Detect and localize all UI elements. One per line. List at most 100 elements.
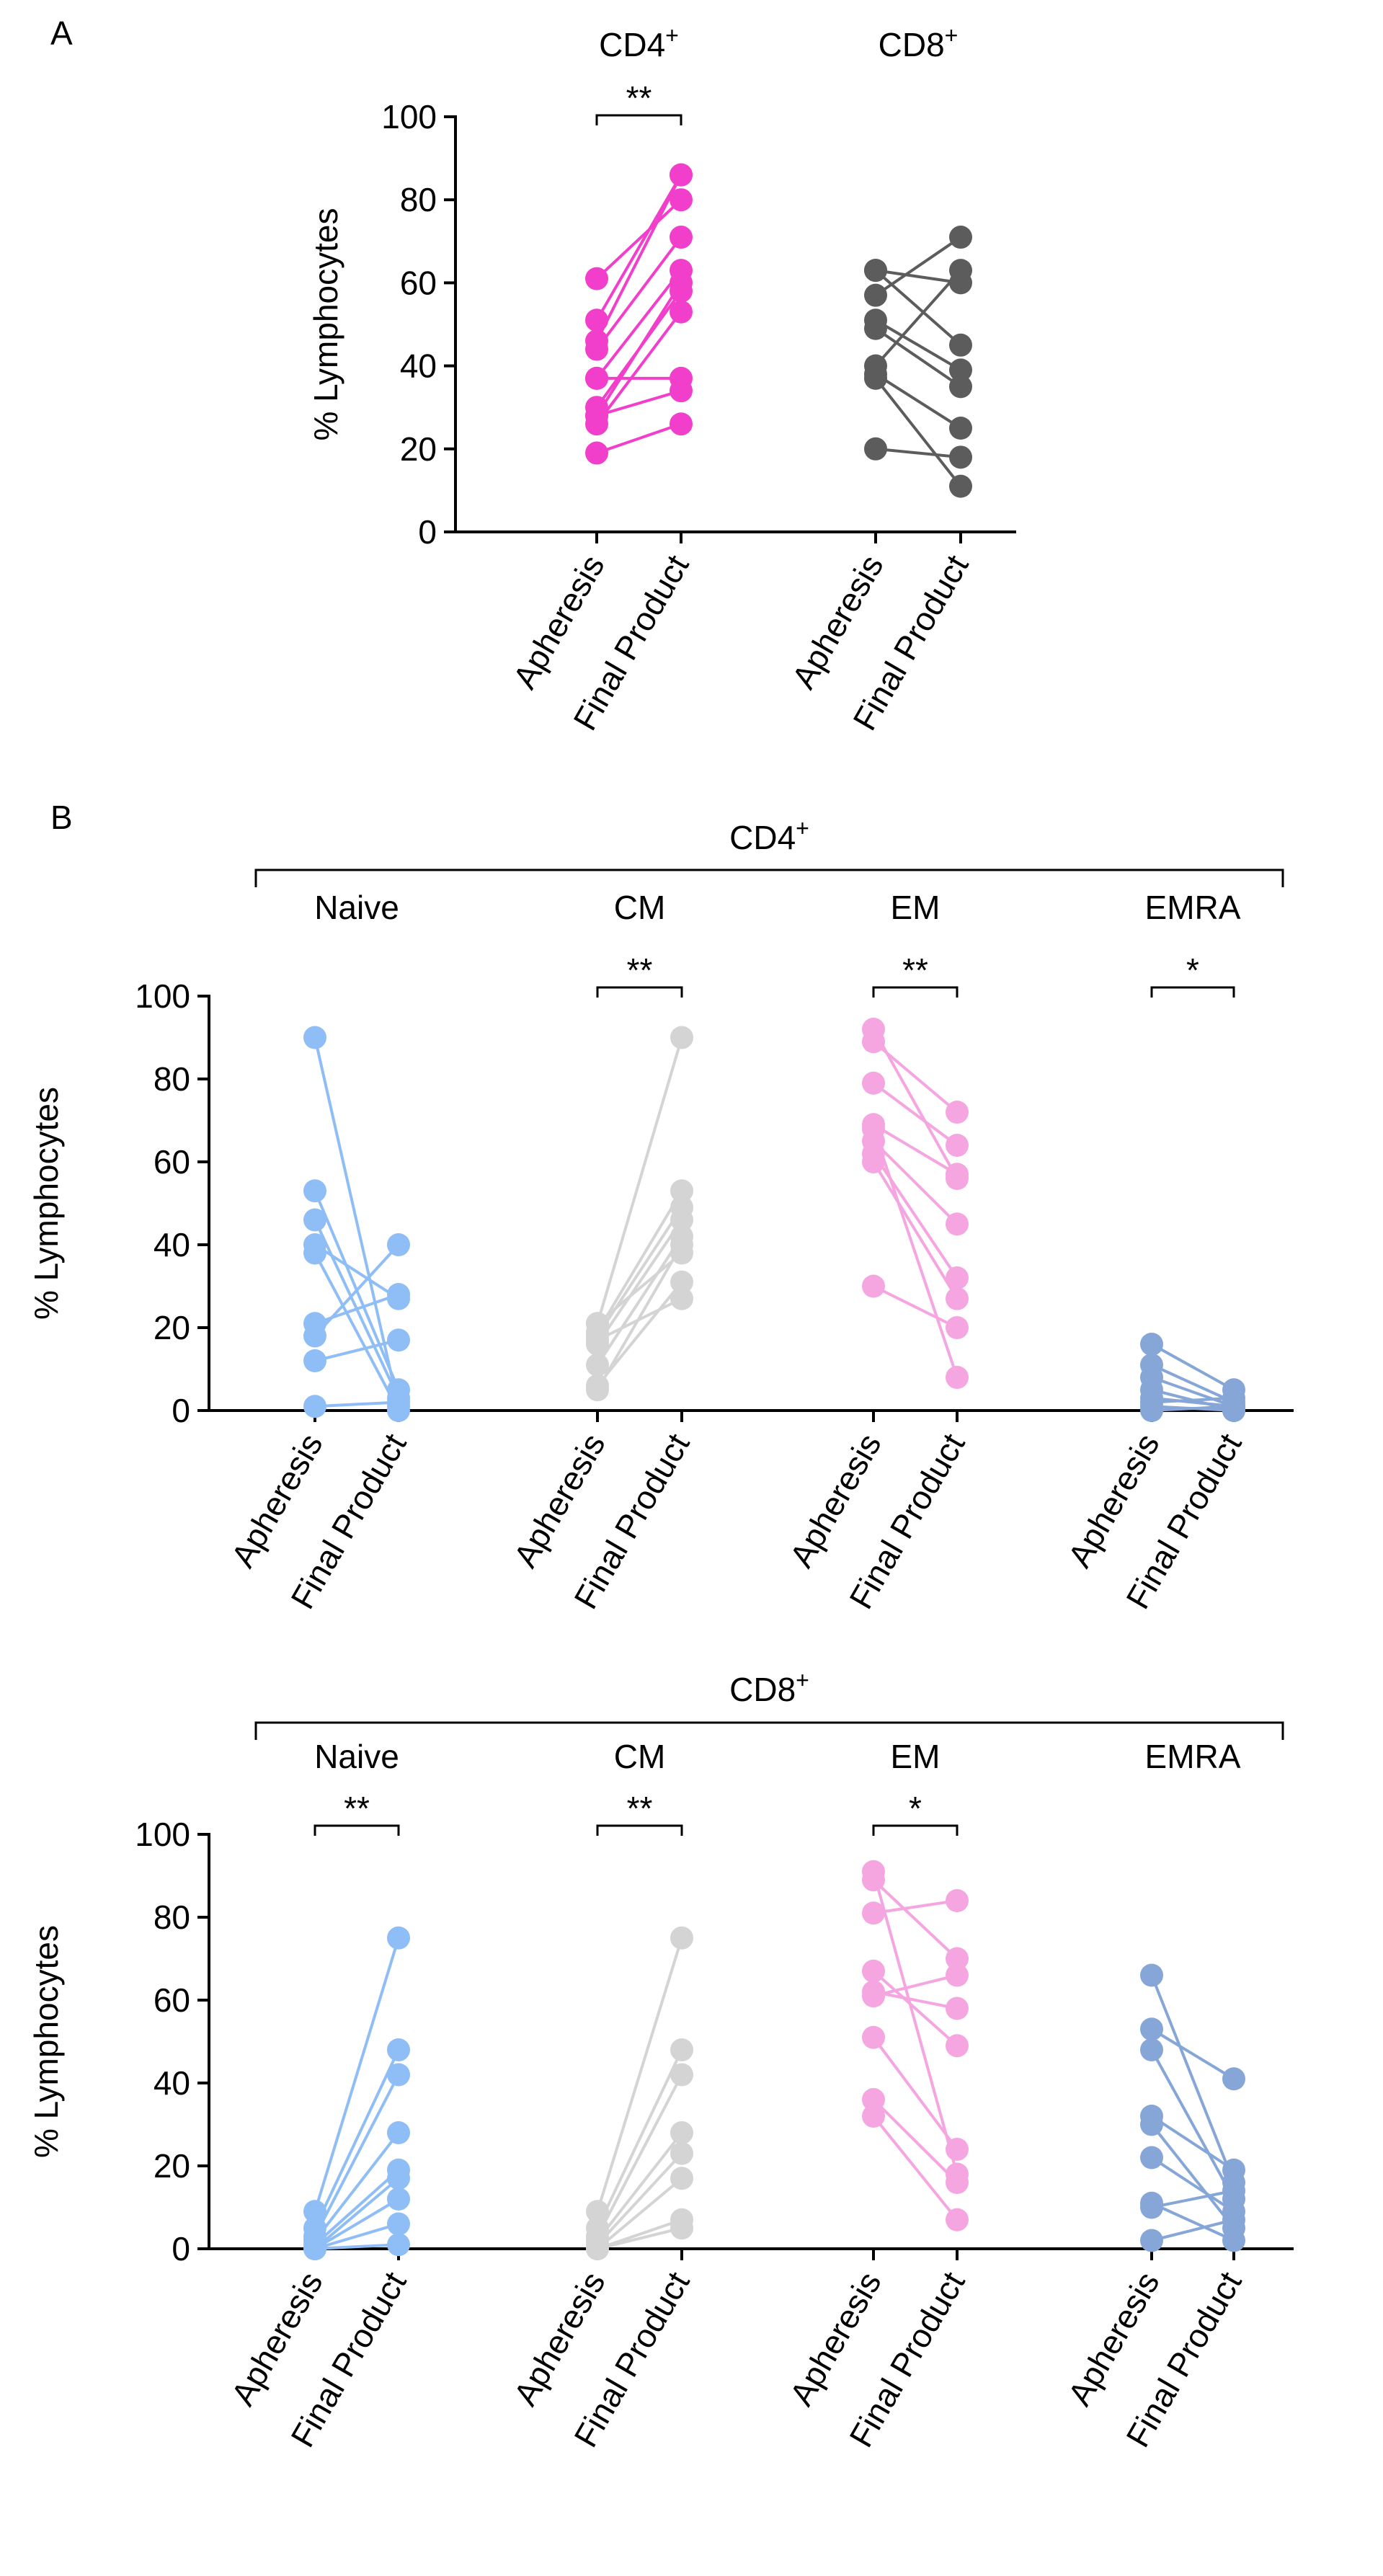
panel-a-group-0-point-apheresis-10	[585, 441, 608, 465]
panel-b-cd8-subset-1-point-apheresis-0	[586, 2200, 609, 2224]
panel-a-group-1-line-0	[875, 269, 961, 285]
panel-b-cd4-subset-1-point-final-7	[670, 1287, 693, 1310]
panel-b-cd4-subset-1-point-apheresis-6	[586, 1312, 609, 1336]
panel-a-ytick-label-0: 0	[418, 513, 437, 551]
panel-b-cd4-subset-2-sig-label: **	[902, 951, 928, 989]
panel-b-cd8-subset-2-point-apheresis-5	[862, 1984, 885, 2008]
panel-b-cd4-subset-1-point-final-3	[670, 1208, 693, 1232]
panel-a-group-0-sig-bracket	[595, 114, 682, 125]
panel-b-cd4-subset-1-point-final-5	[670, 1270, 693, 1294]
panel-a-group-0-line-0	[595, 198, 682, 280]
panel-a-group-1-line-1	[874, 269, 962, 347]
panel-a-group-0-point-apheresis-9	[585, 412, 608, 436]
panel-b-cd8-ytick-label-80: 80	[154, 1898, 190, 1936]
panel-a-group-1-point-apheresis-4	[864, 316, 887, 340]
panel-b-cd4-subset-0-line-5	[314, 1293, 399, 1325]
panel-b-cd8-subset-2-line-5	[873, 1973, 958, 1998]
panel-b-cd8-subset-1-point-final-4	[670, 2141, 693, 2165]
panel-b-cd4-subset-1-line-4	[596, 1235, 683, 1366]
panel-b-cd4-subset-3-line-5	[1151, 1396, 1235, 1404]
panel-b-cd4-subset-0-line-7	[314, 1338, 399, 1362]
panel-b-cd4-subset-1-point-apheresis-7	[586, 1328, 609, 1352]
panel-b-cd8-subset-1-point-final-0	[670, 1926, 693, 1950]
panel-b-cd4-subset-3-point-final-7	[1222, 1395, 1245, 1418]
panel-b-cd4-subset-2-point-final-6	[946, 1287, 969, 1310]
panel-b-cd8-subset-1-line-7	[597, 2226, 682, 2250]
panel-b-cd4-subset-2-point-final-2	[946, 1134, 969, 1157]
panel-b-cd4-subset-3-sig-label: *	[1186, 951, 1199, 989]
panel-b-cd8-subset-0-point-final-3	[387, 2121, 410, 2144]
panel-b-cd8-subset-0-line-5	[313, 2177, 400, 2250]
panel-b-cd8-ytick-label-0: 0	[172, 2230, 190, 2268]
panel-b-cd8-subset-3-point-apheresis-5	[1140, 2146, 1163, 2169]
panel-b-cd4-ytick-label-100: 100	[135, 977, 190, 1015]
panel-b-cd8-subset-0-line-2	[313, 2074, 400, 2237]
panel-b-cd8-subset-0-point-final-2	[387, 2063, 410, 2087]
panel-a-group-1-point-apheresis-2	[864, 283, 887, 307]
panel-a-ytick-label-60: 60	[400, 264, 437, 301]
panel-b-cd8-subset-1-line-0	[596, 1937, 683, 2212]
panel-b-cd4-subset-2-line-5	[872, 1152, 959, 1279]
panel-b-cd8-subset-title-1: CM	[614, 1738, 666, 1775]
panel-a-group-0-line-3	[595, 236, 682, 350]
panel-b-cd8-subset-3-line-4	[1150, 2123, 1235, 2229]
panel-b-cd4-subset-2-point-final-1	[946, 1101, 969, 1124]
panel-a-group-title-0-sup: +	[665, 22, 679, 48]
panel-b-cd8-subset-2-sig-bracket	[872, 1824, 959, 1836]
panel-b-cd4-subset-0-line-6	[313, 1243, 400, 1337]
panel-b-cd4-subset-0-line-3	[313, 1243, 400, 1300]
panel-b-cd4-subset-0-point-apheresis-8	[303, 1395, 326, 1418]
panel-a-group-1-point-final-6	[949, 417, 972, 440]
panel-b-cd4-title-sup: +	[796, 815, 809, 841]
panel-a-group-0-line-1	[595, 174, 682, 321]
panel-b-cd4-subset-3-sig-bracket	[1150, 986, 1235, 998]
panel-b-cd8-subset-3-point-apheresis-0	[1140, 1963, 1163, 1987]
panel-b-cd8-subset-3-point-final-7	[1222, 2179, 1245, 2203]
panel-b-cd4-subset-3-line-1	[1151, 1363, 1235, 1404]
panel-a-group-1-point-final-8	[949, 445, 972, 469]
panel-b-cd4-subset-2-point-apheresis-7	[862, 1274, 885, 1298]
panel-a-group-title-1-sup: +	[945, 22, 959, 48]
panel-b-cd8-subset-2-line-2	[873, 1899, 958, 1915]
panel-a-group-title-1: CD8+	[879, 22, 959, 63]
panel-b-cd4-subset-1-line-1	[596, 1190, 683, 1333]
panel-a-letter: A	[50, 14, 73, 52]
panel-b-cd8-subset-1-point-final-2	[670, 2063, 693, 2087]
panel-b-cd4-subset-0-point-final-5	[387, 1283, 410, 1306]
panel-b-cd8-subset-0-sig-bracket	[313, 1824, 400, 1836]
panel-a-group-1-point-final-2	[949, 226, 972, 249]
panel-a-group-1-point-final-3	[949, 358, 972, 382]
panel-a-group-1-line-8	[875, 447, 961, 459]
panel-b-cd4-subset-title-3: EMRA	[1145, 889, 1241, 926]
panel-b-cd8-subset-0-line-0	[313, 1937, 400, 2212]
panel-a-group-1-point-apheresis-1	[864, 259, 887, 283]
panel-b-cd4-title: CD4+	[729, 815, 809, 856]
panel-b-cd4-subset-title-0: Naive	[314, 889, 399, 926]
panel-b-cd8-subset-0-line-6	[313, 2198, 400, 2250]
panel-b-cd8-subset-2-point-final-8	[946, 2208, 969, 2231]
panel-b-cd4-title-base: CD4	[729, 819, 796, 856]
panel-b-cd4-subset-0-point-final-6	[387, 1233, 410, 1256]
panel-b-cd8-subset-3-point-apheresis-4	[1140, 2113, 1163, 2136]
panel-b-cd4-ytick-label-40: 40	[154, 1226, 190, 1263]
panel-b-cd8-subset-2-point-apheresis-8	[862, 2105, 885, 2128]
panel-a-group-1-point-apheresis-8	[864, 437, 887, 461]
panel-b-cd4-subset-2-sig-bracket	[872, 986, 959, 998]
panel-b-cd8-subset-3-line-6	[1151, 2201, 1235, 2242]
panel-a-group-0-point-apheresis-3	[585, 337, 608, 361]
panel-b-cd4-subset-1-point-apheresis-8	[586, 1378, 609, 1402]
panel-a-group-1-point-final-5	[949, 259, 972, 283]
panel-b-cd4-ytick-label-0: 0	[172, 1392, 190, 1429]
panel-b-cd4-subset-2-line-4	[872, 1140, 959, 1225]
panel-b-cd4-subset-2-point-apheresis-2	[862, 1071, 885, 1095]
panel-b-cd8-subset-2-point-final-3	[946, 2034, 969, 2058]
panel-b-cd4-subset-2-line-7	[873, 1284, 958, 1329]
panel-b-cd8-subset-0-line-1	[313, 2049, 400, 2229]
panel-a-group-1-line-2	[874, 236, 962, 297]
panel-b-cd8-subset-2-line-7	[872, 2098, 959, 2184]
panel-a-group-1-point-final-7	[949, 474, 972, 498]
panel-b-cd8-title-sup: +	[796, 1667, 809, 1693]
panel-b-cd8-subset-title-0: Naive	[314, 1738, 399, 1775]
panel-b-cd4-subset-3-line-0	[1151, 1343, 1235, 1391]
